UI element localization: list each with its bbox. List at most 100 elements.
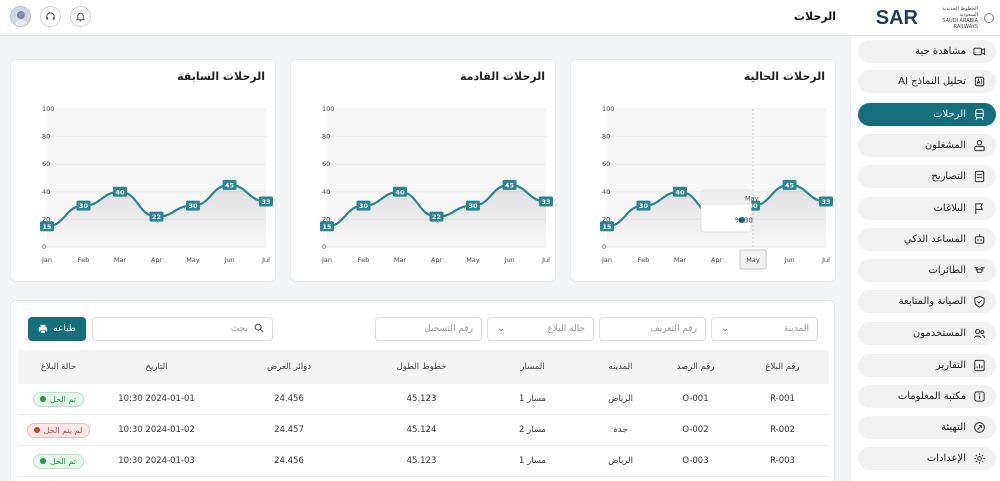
svg-text:33: 33 xyxy=(821,198,830,206)
registration-input[interactable]: رقم التسجيل xyxy=(375,317,482,341)
configuration-icon xyxy=(972,421,986,435)
sidebar-item-label: المستخدمون xyxy=(912,328,966,339)
table-cell: O-001 xyxy=(682,394,709,404)
x-tick-label: Mar xyxy=(674,256,687,264)
info-library-icon xyxy=(972,390,986,404)
sidebar-item-label: الطائرات xyxy=(928,265,966,276)
support-button[interactable] xyxy=(40,6,61,27)
column-header[interactable]: دوائر العرض xyxy=(266,362,312,372)
data-label: 45 xyxy=(502,179,517,190)
data-label: 45 xyxy=(782,179,797,190)
table-row[interactable]: R-002 O-002 جدة مسار 2 45.124 24.457 2024-01-0… xyxy=(18,415,829,446)
column-header[interactable]: المدينه xyxy=(608,362,633,372)
data-label: 40 xyxy=(673,186,687,197)
table-cell: الرياض xyxy=(608,456,633,466)
headset-icon xyxy=(46,12,55,20)
svg-text:30: 30 xyxy=(639,202,649,210)
data-label: 30 xyxy=(76,200,91,211)
data-label: 33 xyxy=(539,196,553,207)
x-tick-label: Jul xyxy=(261,256,270,264)
chart-area-fill xyxy=(607,184,826,247)
column-header[interactable]: رقم البلاغ xyxy=(765,362,800,372)
table-cell: مسار 2 xyxy=(519,425,546,435)
data-label: 15 xyxy=(600,221,614,232)
avatar[interactable] xyxy=(10,6,31,27)
svg-text:45: 45 xyxy=(505,182,515,190)
column-header[interactable]: رقم الرصد xyxy=(676,362,715,372)
sidebar-item[interactable]: التصاريح xyxy=(858,165,996,188)
print-button[interactable]: طباعه xyxy=(28,317,86,341)
chart-title-current: الرحلات الحالية xyxy=(743,70,825,83)
registration-input-placeholder: رقم التسجيل xyxy=(424,324,473,334)
sidebar-item[interactable]: الصيانة والمتابعة xyxy=(858,290,996,313)
y-tick-label: 80 xyxy=(42,133,50,141)
sidebar-item[interactable]: المساعد الذكي xyxy=(858,228,996,251)
collapse-icon[interactable] xyxy=(984,13,994,23)
status-select[interactable]: حالة البلاغ ⌄ xyxy=(487,317,594,341)
search-input[interactable]: بحث xyxy=(92,317,273,341)
data-label: 33 xyxy=(819,196,833,207)
status-badge: تم الحل xyxy=(33,453,84,469)
id-input[interactable]: رقم التعريف xyxy=(599,317,706,341)
users-icon xyxy=(972,327,986,341)
city-select[interactable]: المدينة ⌄ xyxy=(711,317,818,341)
table-cell: جدة xyxy=(613,425,628,435)
column-header[interactable]: المسار xyxy=(520,362,545,372)
sidebar-item[interactable]: البلاغات xyxy=(858,197,996,220)
column-header[interactable]: التاريخ xyxy=(145,362,168,372)
table-row[interactable]: R-001 O-001 الرياض مسار 1 45.123 24.456 2024-0… xyxy=(18,384,829,415)
sidebar-item[interactable]: التهيئة xyxy=(858,416,996,439)
sidebar-item[interactable]: الطائرات xyxy=(858,259,996,282)
x-tick-label: May xyxy=(186,256,200,264)
y-tick-label: 20 xyxy=(602,215,610,223)
data-label: 30 xyxy=(356,200,371,211)
x-tick-label: Mar xyxy=(114,256,127,264)
filters-bar: المدينة ⌄ رقم التعريف حالة البلاغ ⌄ رقم … xyxy=(11,317,836,341)
data-label: 30 xyxy=(636,200,651,211)
table-cell: تم الحل xyxy=(18,446,99,476)
sidebar-item[interactable]: المشغلون xyxy=(858,134,996,157)
operators-icon xyxy=(972,139,986,153)
svg-text:15: 15 xyxy=(42,223,52,231)
column-header[interactable]: خطوط الطول xyxy=(396,362,447,372)
table-row[interactable]: R-003 O-003 الرياض مسار 1 45.123 24.456 2024-0… xyxy=(18,446,829,477)
bell-icon xyxy=(75,12,86,22)
x-tick-label: Jan xyxy=(601,256,612,264)
svg-text:30: 30 xyxy=(359,202,369,210)
chart-current[interactable]: 020406080100JanFebMarAprMayJunJul1530402… xyxy=(571,60,837,283)
x-tick-label: Jun xyxy=(503,256,514,264)
sidebar-item[interactable]: الرحلات xyxy=(858,103,996,126)
sidebar: مشاهدة حية تحليل النماذج AI الرحلات المشغلو… xyxy=(850,36,1000,481)
sidebar-item[interactable]: مكتبة المعلومات xyxy=(858,385,996,408)
data-label: 30 xyxy=(186,200,200,211)
data-label: 40 xyxy=(393,186,407,197)
svg-text:33: 33 xyxy=(541,198,550,206)
y-tick-label: 0 xyxy=(602,243,606,251)
data-label: 40 xyxy=(113,186,127,197)
svg-text:22: 22 xyxy=(432,213,441,221)
sidebar-item-label: التصاريح xyxy=(931,171,966,182)
sidebar-item[interactable]: الإعدادات xyxy=(858,447,996,470)
chart-upcoming[interactable]: 0 20 40 60 80 100 Jan Feb Mar Apr May Jun Jul 15 30 40 2… xyxy=(291,60,557,283)
svg-text:40: 40 xyxy=(115,188,125,196)
chart-previous[interactable]: 0 20 40 60 80 100 Jan Feb Mar Apr May Jun Jul 15 30 40 2… xyxy=(11,60,277,283)
sidebar-item[interactable]: المستخدمون xyxy=(858,322,996,345)
sidebar-item-label: مكتبة المعلومات xyxy=(897,391,966,402)
table-cell: 2024-01-01 10:30 xyxy=(118,394,195,404)
column-header[interactable]: حالة البلاغ xyxy=(40,362,77,372)
train-icon xyxy=(972,108,986,122)
tooltip-month: May xyxy=(745,195,759,203)
sidebar-item[interactable]: مشاهدة حية xyxy=(858,40,996,63)
sar-logo[interactable]: SAR الخطوط الحديدية السعودية SAUDI ARABI… xyxy=(876,6,994,30)
notifications-button[interactable] xyxy=(70,6,91,27)
sidebar-item[interactable]: تحليل النماذج AI xyxy=(858,70,996,93)
status-dot-icon xyxy=(40,458,47,464)
sidebar-item[interactable]: التقارير xyxy=(858,354,996,377)
data-label: 30 xyxy=(466,200,480,211)
y-tick-label: 100 xyxy=(602,105,614,113)
top-header: SAR الخطوط الحديدية السعودية SAUDI ARABI… xyxy=(0,0,1000,36)
svg-text:30: 30 xyxy=(79,202,89,210)
logo-mark: SAR xyxy=(875,6,918,29)
data-label: 33 xyxy=(259,196,273,207)
y-tick-label: 20 xyxy=(322,215,330,223)
